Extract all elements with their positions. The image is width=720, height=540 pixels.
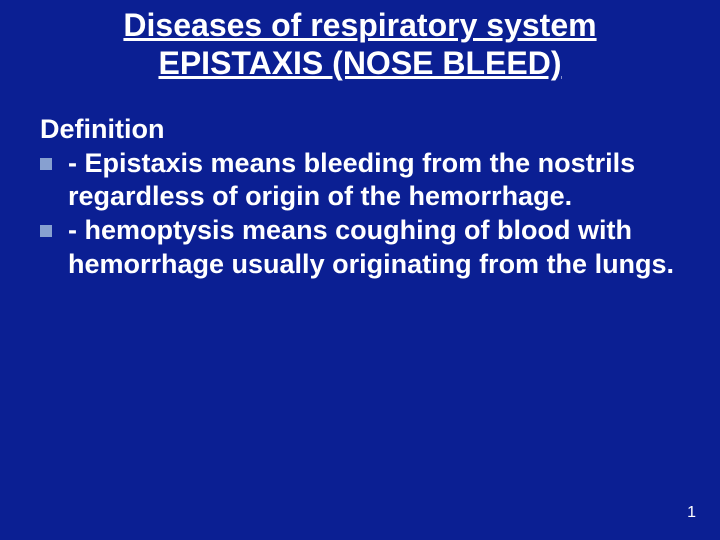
title-line-1: Diseases of respiratory system — [0, 6, 720, 44]
slide-title: Diseases of respiratory system EPISTAXIS… — [0, 0, 720, 83]
square-bullet-icon — [40, 158, 52, 170]
definition-heading: Definition — [40, 113, 680, 147]
page-number: 1 — [687, 504, 696, 522]
title-line-2: EPISTAXIS (NOSE BLEED) — [0, 44, 720, 82]
slide-body: Definition - Epistaxis means bleeding fr… — [0, 83, 720, 282]
bullet-text: - hemoptysis means coughing of blood wit… — [68, 214, 680, 282]
list-item: - Epistaxis means bleeding from the nost… — [40, 147, 680, 215]
slide: Diseases of respiratory system EPISTAXIS… — [0, 0, 720, 540]
bullet-text: - Epistaxis means bleeding from the nost… — [68, 147, 680, 215]
list-item: - hemoptysis means coughing of blood wit… — [40, 214, 680, 282]
square-bullet-icon — [40, 225, 52, 237]
